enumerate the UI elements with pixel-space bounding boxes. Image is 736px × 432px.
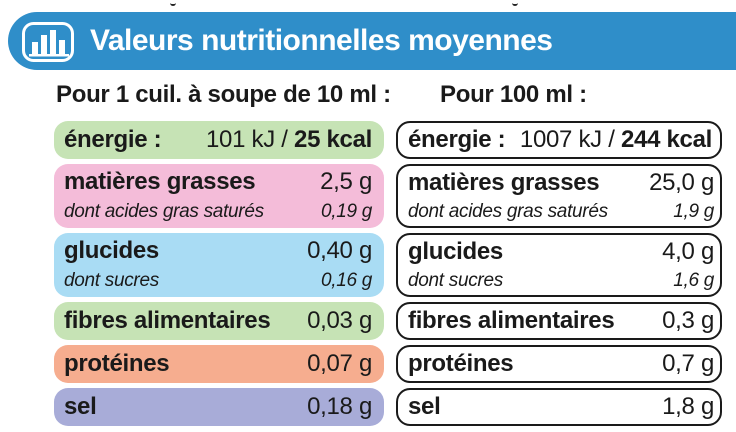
per-100ml-header: Pour 100 ml : [440,81,587,108]
saturated-fat-label: dont acides gras saturés [64,201,264,222]
salt-label: sel [408,393,441,420]
carbs-value: 4,0 g [662,238,714,265]
protein-row: protéines 0,7 g [396,345,722,383]
title-banner [8,12,736,70]
fat-label: matières grasses [64,168,256,195]
salt-row: sel 0,18 g [54,388,384,426]
fiber-label: fibres alimentaires [64,307,271,334]
saturated-fat-value: 0,19 g [320,201,372,222]
fiber-value: 0,3 g [662,307,714,334]
fiber-label: fibres alimentaires [408,307,615,334]
protein-value: 0,7 g [662,350,714,377]
energy-row: énergie : 101 kJ / 25 kcal [54,121,384,159]
fat-value: 2,5 g [320,168,372,195]
protein-row: protéines 0,07 g [54,345,384,383]
protein-label: protéines [64,350,170,377]
energy-value: 101 kJ / 25 kcal [205,126,372,153]
per-spoon-header: Pour 1 cuil. à soupe de 10 ml : [56,81,391,108]
sugars-value: 1,6 g [673,270,714,291]
sugars-value: 0,16 g [320,270,372,291]
salt-value: 1,8 g [662,393,714,420]
fiber-value: 0,03 g [307,307,372,334]
energy-label: énergie : [408,126,506,153]
energy-value: 1007 kJ / 244 kcal [519,126,712,153]
protein-value: 0,07 g [307,350,372,377]
carbs-row: glucides 4,0 g dont sucres 1,6 g [396,233,722,297]
fat-value: 25,0 g [649,169,714,196]
salt-value: 0,18 g [307,393,372,420]
sugars-label: dont sucres [408,270,503,291]
carbs-label: glucides [64,237,159,264]
saturated-fat-value: 1,9 g [673,201,714,222]
carbs-label: glucides [408,238,503,265]
bar-chart-icon [22,22,74,62]
cropped-text-edge [0,0,736,8]
fiber-row: fibres alimentaires 0,3 g [396,302,722,340]
salt-row: sel 1,8 g [396,388,722,426]
energy-label: énergie : [64,126,162,153]
protein-label: protéines [408,350,514,377]
sugars-label: dont sucres [64,270,159,291]
fiber-row: fibres alimentaires 0,03 g [54,302,384,340]
page-title: Valeurs nutritionnelles moyennes [90,24,553,57]
energy-row: énergie : 1007 kJ / 244 kcal [396,121,722,159]
carbs-row: glucides 0,40 g dont sucres 0,16 g [54,233,384,297]
fat-label: matières grasses [408,169,600,196]
carbs-value: 0,40 g [307,237,372,264]
fat-row: matières grasses 2,5 g dont acides gras … [54,164,384,228]
salt-label: sel [64,393,97,420]
saturated-fat-label: dont acides gras saturés [408,201,608,222]
fat-row: matières grasses 25,0 g dont acides gras… [396,164,722,228]
